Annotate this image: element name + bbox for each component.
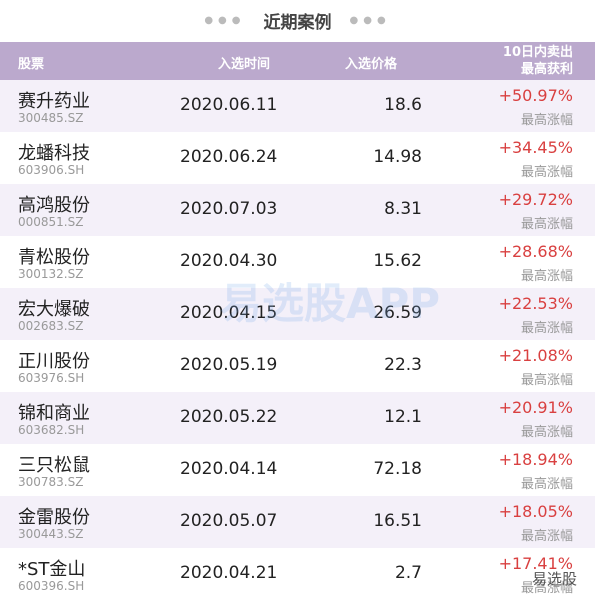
pick-price: 2.7 bbox=[394, 563, 422, 583]
header-cell: 股票 bbox=[18, 57, 45, 72]
pick-price: 15.62 bbox=[373, 251, 422, 271]
max-gain: +18.05% bbox=[498, 502, 573, 521]
decoration: ●●● bbox=[349, 14, 391, 26]
stock-name: 正川股份 bbox=[18, 351, 90, 372]
stock-name: 锦和商业 bbox=[18, 403, 90, 424]
stock-name: 赛升药业 bbox=[18, 91, 90, 112]
max-gain: +28.68% bbox=[498, 242, 573, 261]
stock-code: 300132.SZ bbox=[18, 267, 84, 281]
max-gain: +29.72% bbox=[498, 190, 573, 209]
gain-label: 最高涨幅 bbox=[520, 113, 573, 128]
gain-label: 最高涨幅 bbox=[520, 529, 573, 544]
pick-price: 26.59 bbox=[373, 303, 422, 323]
pick-date: 2020.06.24 bbox=[180, 147, 278, 167]
decoration: ●●● bbox=[204, 14, 246, 26]
stock-code: 002683.SZ bbox=[18, 319, 84, 333]
pick-date: 2020.04.14 bbox=[180, 459, 278, 479]
pick-date: 2020.05.22 bbox=[180, 407, 278, 427]
stock-code: 603976.SH bbox=[18, 371, 85, 385]
gain-label: 最高涨幅 bbox=[520, 581, 573, 596]
header-line: 10日内卖出 bbox=[502, 45, 573, 60]
pick-price: 18.6 bbox=[384, 95, 422, 115]
gain-label: 最高涨幅 bbox=[520, 165, 573, 180]
pick-date: 2020.07.03 bbox=[180, 199, 278, 219]
header-cell: 10日内卖出 最高获利 bbox=[503, 44, 573, 78]
max-gain: +17.41% bbox=[498, 554, 573, 573]
stock-name: 青松股份 bbox=[18, 247, 90, 268]
pick-date: 2020.05.07 bbox=[180, 511, 278, 531]
table-row: 锦和商业 603682.SH 2020.05.22 12.1 +20.91% 最高涨幅 bbox=[0, 392, 595, 444]
gain-label: 最高涨幅 bbox=[520, 321, 573, 336]
stock-name: 宏大爆破 bbox=[18, 299, 90, 320]
table-row: 赛升药业 300485.SZ 2020.06.11 18.6 +50.97% 最高涨幅 bbox=[0, 80, 595, 132]
table-header: 股票 入选时间 入选价格 10日内卖出 最高获利 bbox=[0, 42, 595, 80]
watermark: 易选股APP bbox=[220, 279, 441, 328]
table-row: *ST金山 600396.SH 2020.04.21 2.7 +17.41% 最高涨幅 bbox=[0, 548, 595, 600]
table-row: 龙蟠科技 603906.SH 2020.06.24 14.98 +34.45% 最高涨幅 bbox=[0, 132, 595, 184]
table-row: 青松股份 300132.SZ 2020.04.30 15.62 +28.68% 最高涨幅 bbox=[0, 236, 595, 288]
pick-date: 2020.06.11 bbox=[180, 95, 278, 115]
gain-label: 最高涨幅 bbox=[520, 477, 573, 492]
title-bar: ●●● 近期案例 ●●● bbox=[0, 0, 595, 40]
table-row: 高鸿股份 000851.SZ 2020.07.03 8.31 +29.72% 最高涨幅 bbox=[0, 184, 595, 236]
header-line: 最高获利 bbox=[520, 62, 573, 77]
pick-price: 16.51 bbox=[373, 511, 422, 531]
stock-name: 三只松鼠 bbox=[18, 455, 90, 476]
max-gain: +22.53% bbox=[498, 294, 573, 313]
pick-date: 2020.04.30 bbox=[180, 251, 278, 271]
gain-label: 最高涨幅 bbox=[520, 425, 573, 440]
pick-date: 2020.04.21 bbox=[180, 563, 278, 583]
pick-price: 72.18 bbox=[373, 459, 422, 479]
logo: 易选股 bbox=[531, 570, 577, 588]
pick-price: 12.1 bbox=[384, 407, 422, 427]
stock-code: 300485.SZ bbox=[18, 111, 84, 125]
max-gain: +21.08% bbox=[498, 346, 573, 365]
header-cell: 入选时间 bbox=[218, 57, 271, 72]
stock-code: 600396.SH bbox=[18, 579, 85, 593]
table-row: 宏大爆破 002683.SZ 2020.04.15 26.59 +22.53% 最高涨幅 bbox=[0, 288, 595, 340]
table-row: 三只松鼠 300783.SZ 2020.04.14 72.18 +18.94% 最高涨幅 bbox=[0, 444, 595, 496]
stock-code: 300783.SZ bbox=[18, 475, 84, 489]
pick-price: 14.98 bbox=[373, 147, 422, 167]
gain-label: 最高涨幅 bbox=[520, 269, 573, 284]
header-cell: 入选价格 bbox=[345, 57, 398, 72]
stock-name: 金雷股份 bbox=[18, 507, 90, 528]
pick-date: 2020.05.19 bbox=[180, 355, 278, 375]
stock-code: 603906.SH bbox=[18, 163, 85, 177]
gain-label: 最高涨幅 bbox=[520, 373, 573, 388]
table-row: 正川股份 603976.SH 2020.05.19 22.3 +21.08% 最高涨幅 bbox=[0, 340, 595, 392]
stock-name: 龙蟠科技 bbox=[18, 143, 90, 164]
title: 近期案例 bbox=[263, 12, 332, 33]
pick-price: 22.3 bbox=[384, 355, 422, 375]
max-gain: +50.97% bbox=[498, 86, 573, 105]
stock-code: 000851.SZ bbox=[18, 215, 84, 229]
stock-name: 高鸿股份 bbox=[18, 195, 90, 216]
stock-name: *ST金山 bbox=[18, 559, 86, 580]
pick-price: 8.31 bbox=[384, 199, 422, 219]
gain-label: 最高涨幅 bbox=[520, 217, 573, 232]
stock-code: 300443.SZ bbox=[18, 527, 84, 541]
max-gain: +20.91% bbox=[498, 398, 573, 417]
pick-date: 2020.04.15 bbox=[180, 303, 278, 323]
max-gain: +18.94% bbox=[498, 450, 573, 469]
stock-code: 603682.SH bbox=[18, 423, 85, 437]
table-row: 金雷股份 300443.SZ 2020.05.07 16.51 +18.05% 最高涨幅 bbox=[0, 496, 595, 548]
max-gain: +34.45% bbox=[498, 138, 573, 157]
